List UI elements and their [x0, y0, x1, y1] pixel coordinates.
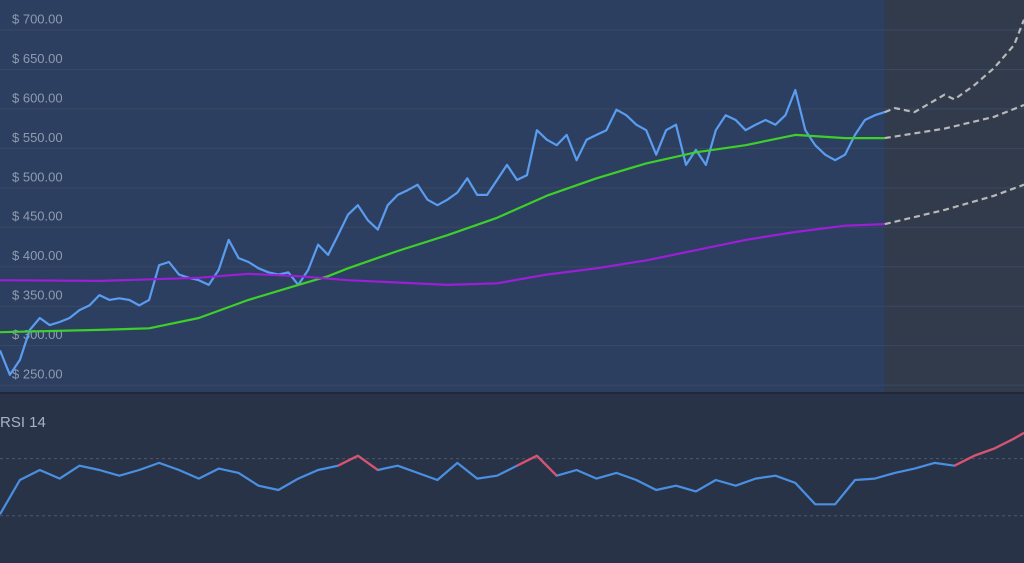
forecast-area [884, 0, 1024, 393]
overbought-segment [536, 454, 558, 477]
y-tick-label: $ 400.00 [12, 248, 63, 263]
series-line [884, 183, 1024, 226]
series-line [884, 103, 1024, 140]
y-tick-label: $ 300.00 [12, 327, 63, 342]
overbought-segment [516, 454, 538, 467]
y-tick-label: $ 650.00 [12, 51, 63, 66]
series-line [0, 133, 885, 334]
overbought-segment [337, 454, 359, 467]
overbought-segment [993, 437, 1015, 450]
overbought-segment [953, 454, 975, 467]
overbought-segment [973, 447, 995, 457]
series-line [0, 223, 885, 286]
y-tick-label: $ 450.00 [12, 209, 63, 224]
rsi-title: RSI 14 [0, 414, 46, 431]
history-area [0, 0, 885, 393]
y-tick-label: $ 250.00 [12, 367, 63, 382]
overbought-segment [1013, 431, 1024, 440]
overbought-segment [357, 454, 379, 471]
y-tick-label: $ 550.00 [12, 130, 63, 145]
y-tick-label: $ 600.00 [12, 90, 63, 105]
y-tick-label: $ 500.00 [12, 169, 63, 184]
y-tick-label: $ 700.00 [12, 11, 63, 26]
y-tick-label: $ 350.00 [12, 288, 63, 303]
series-line [0, 88, 886, 376]
